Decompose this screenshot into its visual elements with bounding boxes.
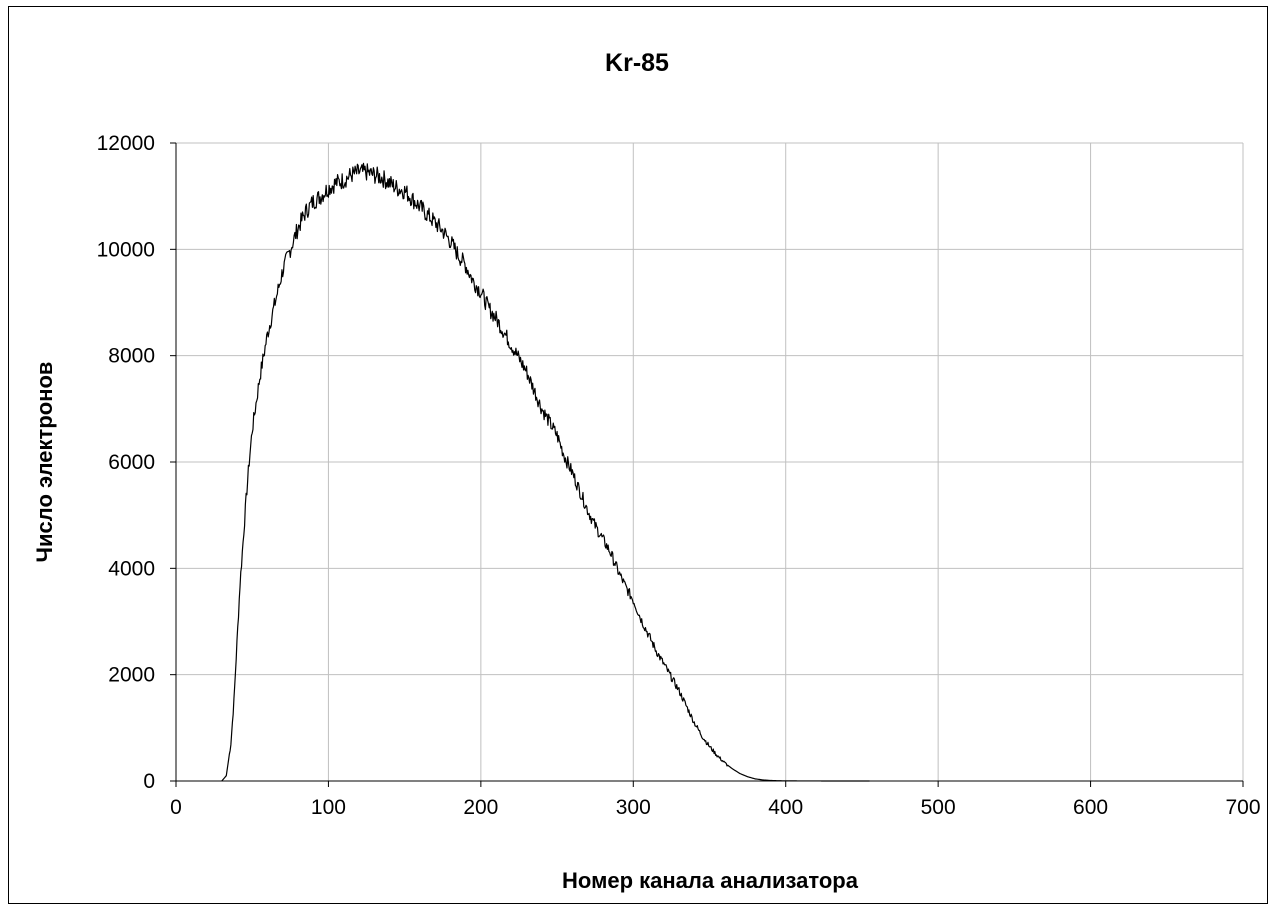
y-tick-label: 4000 — [108, 557, 155, 580]
y-tick-label: 12000 — [97, 132, 155, 155]
series-layer — [221, 162, 870, 782]
chart-title: Kr-85 — [605, 49, 669, 77]
axes — [170, 142, 1244, 787]
y-tick-label: 6000 — [108, 451, 155, 474]
y-axis-title: Число электронов — [32, 362, 57, 563]
y-tick-label: 8000 — [108, 345, 155, 368]
x-tick-label: 300 — [616, 796, 651, 819]
y-tick-label: 10000 — [97, 238, 155, 261]
y-tick-label: 0 — [143, 770, 155, 793]
x-tick-label: 0 — [170, 796, 182, 819]
y-tick-label: 2000 — [108, 664, 155, 687]
tick-labels: 0 100 200 300 400 500 600 700 0 2000 4000 6000 8000 1… — [97, 132, 1261, 819]
chart-frame — [8, 6, 1268, 904]
series-line-kr85 — [221, 162, 870, 782]
x-tick-label: 400 — [768, 796, 803, 819]
x-tick-label: 600 — [1073, 796, 1108, 819]
x-tick-label: 700 — [1225, 796, 1260, 819]
grid-lines — [176, 142, 1244, 781]
x-axis-title: Номер канала анализатора — [562, 868, 859, 893]
x-tick-label: 200 — [463, 796, 498, 819]
x-tick-label: 100 — [311, 796, 346, 819]
x-tick-label: 500 — [921, 796, 956, 819]
